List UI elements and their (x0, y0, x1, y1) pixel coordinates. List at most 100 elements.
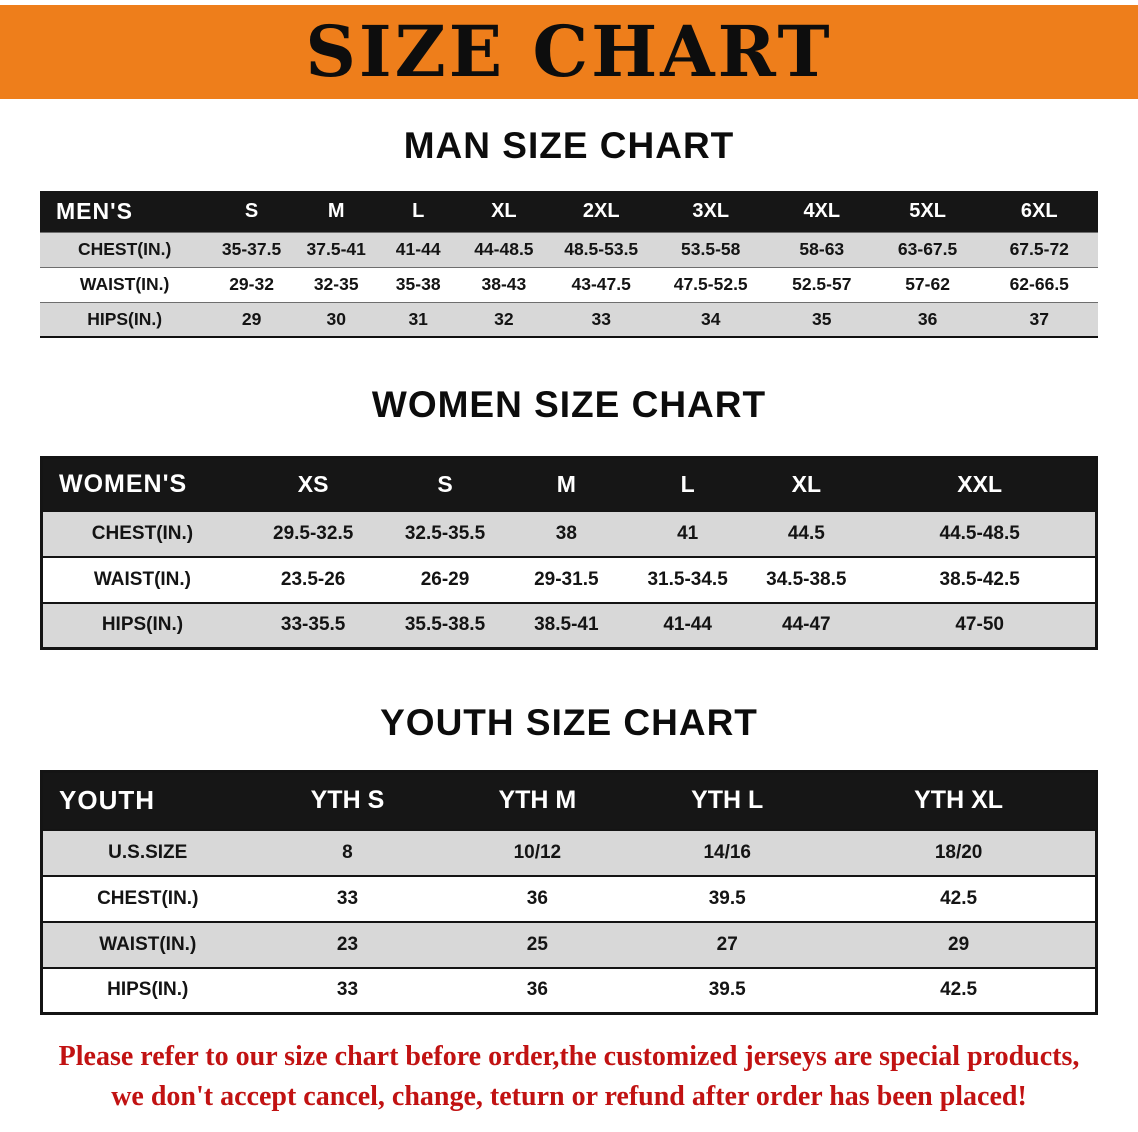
size-value: 43-47.5 (571, 274, 631, 294)
column-header-6xl: 6XL (980, 191, 1098, 232)
size-value: 30 (326, 308, 346, 329)
size-value: 44.5 (787, 522, 825, 544)
disclaimer-line-1: Please refer to our size chart before or… (58, 1041, 1080, 1072)
size-value: 29-31.5 (534, 568, 599, 590)
row-label: HIPS(IN.) (101, 614, 184, 636)
size-value: 33 (591, 308, 611, 329)
size-value: 38-43 (481, 274, 527, 294)
size-value: 63-67.5 (897, 239, 958, 259)
size-value: 32 (494, 308, 514, 329)
row-label: CHEST(IN.) (77, 239, 172, 259)
men-size-table: MEN'S S M L XL 2XL 3XL 4XL 5XL 6XL CHEST… (40, 191, 1098, 338)
row-label: HIPS(IN.) (87, 308, 163, 329)
size-value: 47-50 (955, 614, 1004, 636)
column-header-m: M (293, 191, 379, 232)
column-header-yth-xl: YTH XL (822, 771, 1097, 830)
size-value: 44-48.5 (474, 239, 534, 259)
column-header-l: L (378, 191, 458, 232)
column-header-xl: XL (457, 191, 550, 232)
size-value: 34.5-38.5 (766, 568, 847, 590)
size-value: 10/12 (513, 841, 562, 863)
men-waist-row: WAIST(IN.) 29-32 32-35 35-38 38-43 43-47… (40, 267, 1098, 302)
size-value: 47.5-52.5 (673, 274, 748, 294)
size-value: 33 (336, 887, 359, 909)
size-value: 36 (526, 887, 548, 909)
size-value: 29-32 (229, 274, 274, 294)
size-value: 35-37.5 (221, 239, 282, 259)
size-value: 58-63 (799, 239, 845, 259)
men-header-row: MEN'S S M L XL 2XL 3XL 4XL 5XL 6XL (40, 191, 1098, 232)
size-value: 38 (555, 522, 577, 544)
size-value: 41-44 (663, 614, 712, 636)
youth-ussize-row: U.S.SIZE 8 10/12 14/16 18/20 (41, 829, 1097, 876)
size-value: 23.5-26 (280, 568, 346, 590)
youth-table-title: YOUTH (41, 771, 253, 830)
size-value: 27 (716, 933, 738, 955)
size-value: 41-44 (395, 239, 441, 259)
size-value: 29 (241, 308, 262, 329)
youth-section-heading: YOUTH SIZE CHART (380, 702, 758, 743)
size-value: 33 (336, 979, 359, 1001)
size-value: 48.5-53.5 (564, 239, 639, 259)
size-value: 18/20 (934, 841, 983, 863)
size-value: 32-35 (313, 274, 359, 294)
size-value: 35-38 (395, 274, 441, 294)
women-table-title: WOMEN'S (41, 457, 242, 511)
size-value: 14/16 (703, 841, 751, 863)
column-header-xl: XL (748, 457, 865, 511)
column-header-s: S (384, 457, 506, 511)
row-label: CHEST(IN.) (91, 522, 194, 544)
men-table-title: MEN'S (40, 191, 210, 232)
size-value: 23 (336, 933, 359, 955)
youth-size-table: YOUTH YTH S YTH M YTH L YTH XL U.S.SIZE … (40, 770, 1098, 1015)
youth-hips-row: HIPS(IN.) 33 36 39.5 42.5 (41, 967, 1097, 1014)
size-value: 38.5-41 (534, 614, 599, 636)
banner: SIZE CHART (0, 5, 1138, 99)
size-value: 37 (1029, 308, 1049, 329)
size-value: 33-35.5 (280, 614, 346, 636)
men-section-heading: MAN SIZE CHART (403, 125, 735, 166)
size-value: 26-29 (420, 568, 470, 590)
size-value: 67.5-72 (1009, 239, 1069, 259)
row-label: CHEST(IN.) (97, 887, 199, 909)
youth-chest-row: CHEST(IN.) 33 36 39.5 42.5 (41, 875, 1097, 922)
size-value: 36 (526, 979, 548, 1001)
size-value: 35 (812, 308, 832, 329)
size-value: 31 (408, 308, 428, 329)
page-title: SIZE CHART (305, 10, 833, 93)
size-value: 25 (526, 933, 548, 955)
youth-section: YOUTH SIZE CHART YOUTH YTH S YTH M YTH L… (0, 702, 1138, 1015)
row-label: WAIST(IN.) (93, 568, 192, 590)
column-header-4xl: 4XL (768, 191, 875, 232)
youth-waist-row: WAIST(IN.) 23 25 27 29 (41, 921, 1097, 968)
size-value: 57-62 (905, 274, 950, 294)
size-value: 42.5 (940, 887, 978, 909)
column-header-xxl: XXL (864, 457, 1097, 511)
column-header-2xl: 2XL (549, 191, 653, 232)
size-value: 39.5 (708, 979, 746, 1001)
column-header-yth-l: YTH L (632, 771, 823, 830)
column-header-xs: XS (241, 457, 385, 511)
size-value: 53.5-58 (681, 239, 741, 259)
size-value: 35.5-38.5 (404, 614, 486, 636)
size-value: 31.5-34.5 (647, 568, 728, 590)
women-header-row: WOMEN'S XS S M L XL XXL (41, 457, 1097, 511)
size-value: 29 (948, 933, 970, 955)
size-value: 62-66.5 (1009, 274, 1069, 294)
row-label: WAIST(IN.) (79, 274, 170, 294)
row-label: U.S.SIZE (108, 841, 188, 863)
size-value: 32.5-35.5 (404, 522, 486, 544)
women-section-heading: WOMEN SIZE CHART (371, 384, 767, 425)
women-hips-row: HIPS(IN.) 33-35.5 35.5-38.5 38.5-41 41-4… (41, 602, 1097, 649)
size-value: 37.5-41 (306, 239, 366, 259)
size-value: 8 (342, 841, 353, 863)
women-chest-row: CHEST(IN.) 29.5-32.5 32.5-35.5 38 41 44.… (41, 510, 1097, 557)
men-section: MAN SIZE CHART MEN'S S M L XL 2XL 3XL 4X… (0, 125, 1138, 338)
size-value: 44.5-48.5 (939, 522, 1020, 544)
size-value: 29.5-32.5 (273, 522, 354, 544)
column-header-yth-m: YTH M (442, 771, 633, 830)
row-label: WAIST(IN.) (99, 933, 197, 955)
men-hips-row: HIPS(IN.) 29 30 31 32 33 34 35 36 37 (40, 302, 1098, 337)
column-header-l: L (626, 457, 749, 511)
